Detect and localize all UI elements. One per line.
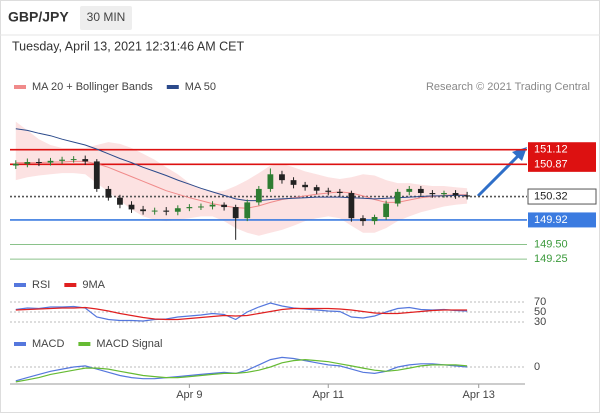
y-tick-label: 70 — [534, 296, 546, 308]
indicator-line — [15, 306, 468, 321]
candle-body — [348, 193, 355, 219]
legend-label: MACD Signal — [96, 338, 162, 350]
candle-body — [429, 193, 436, 195]
candle-body — [186, 207, 193, 209]
level-label-box — [527, 188, 597, 205]
timeframe-button[interactable] — [80, 6, 132, 30]
candle-body — [406, 188, 413, 192]
candle-body — [325, 190, 332, 192]
level-label: 149.50 — [534, 238, 568, 250]
legend-label: MACD — [32, 338, 64, 350]
candle-body — [151, 210, 158, 212]
candle-body — [59, 159, 65, 161]
level-label: 151.12 — [534, 144, 568, 156]
candle-body — [93, 161, 100, 189]
candle-body — [163, 210, 170, 212]
candle-body — [128, 204, 135, 210]
candle-body — [221, 204, 227, 208]
candle-body — [36, 162, 42, 164]
candle-body — [417, 188, 424, 194]
ma-line — [15, 160, 468, 209]
legend-swatch — [14, 342, 26, 346]
source: Research © 2021 Trading Central — [426, 81, 590, 93]
y-tick-label: 0 — [534, 361, 540, 373]
candle-body — [82, 159, 89, 162]
candle-body — [441, 193, 447, 195]
x-tick-label: Apr 11 — [312, 389, 344, 401]
candle-body — [267, 174, 274, 189]
candle-body — [336, 191, 343, 194]
level-label-box — [528, 212, 596, 228]
indicator-line — [15, 358, 468, 383]
legend-label: MA 20 + Bollinger Bands — [32, 81, 153, 93]
candle-body — [117, 197, 123, 205]
candle-body — [70, 159, 77, 161]
x-tick-label: Apr 13 — [462, 389, 494, 401]
timeframe[interactable]: 30 MIN — [87, 10, 126, 24]
legend-label: 9MA — [82, 279, 105, 291]
candle-body — [394, 191, 401, 204]
datetime: Tuesday, April 13, 2021 12:31:46 AM CET — [12, 39, 244, 53]
level-label-box — [528, 142, 596, 158]
candle-body — [279, 174, 285, 181]
candle-body — [383, 203, 390, 218]
pair: GBP/JPY — [8, 9, 69, 25]
candle-body — [24, 162, 31, 164]
candle-body — [105, 188, 112, 198]
candle-body — [290, 180, 297, 185]
projection-arrow — [476, 152, 522, 198]
candle-body — [209, 204, 216, 207]
legend-swatch — [14, 283, 26, 287]
level-label: 149.25 — [534, 253, 568, 265]
x-tick-label: Apr 9 — [176, 389, 202, 401]
level-label-box — [528, 156, 596, 172]
candle-body — [198, 206, 204, 208]
candle-body — [464, 195, 471, 197]
candle-body — [371, 217, 378, 222]
candle-body — [452, 193, 459, 196]
legend-swatch — [78, 342, 91, 346]
legend-swatch — [166, 85, 179, 89]
candle-body — [255, 188, 262, 203]
legend-label: MA 50 — [185, 81, 216, 93]
candle-body — [174, 208, 181, 212]
legend-label: RSI — [32, 279, 50, 291]
candle-body — [244, 202, 251, 219]
level-label: 150.87 — [534, 158, 568, 170]
candle-body — [12, 163, 19, 166]
y-tick-label: 50 — [534, 306, 546, 318]
candle-body — [313, 187, 320, 191]
ma-line — [15, 128, 468, 202]
level-label: 149.92 — [534, 214, 568, 226]
level-label: 150.32 — [534, 190, 568, 202]
candle-body — [140, 209, 146, 212]
candle-body — [360, 218, 366, 222]
candle-body — [232, 207, 239, 219]
y-tick-label: 30 — [534, 316, 546, 328]
candle-body — [302, 184, 309, 188]
candle-body — [47, 160, 54, 163]
legend-swatch — [64, 283, 77, 287]
legend-swatch — [14, 85, 26, 89]
